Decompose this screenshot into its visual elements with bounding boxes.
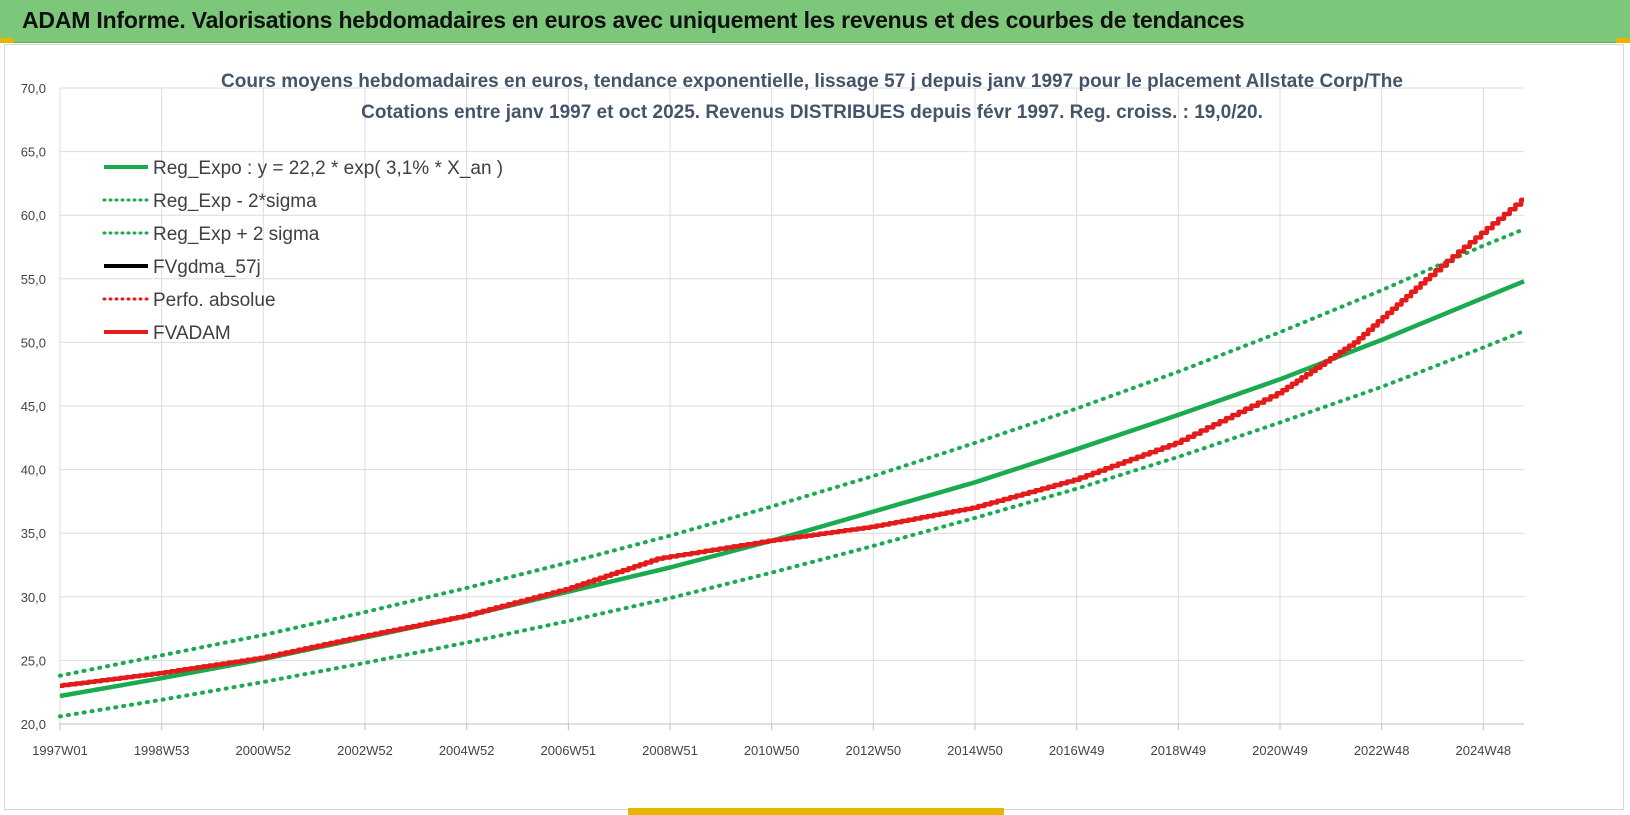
legend-entry-0: Reg_Expo : y = 22,2 * exp( 3,1% * X_an ) (153, 158, 503, 179)
y-tick-label: 50,0 (21, 335, 46, 350)
legend-entry-2: Reg_Exp + 2 sigma (153, 224, 320, 245)
legend-entry-4: Perfo. absolue (153, 290, 276, 311)
y-tick-label: 25,0 (21, 653, 46, 668)
y-tick-label: 30,0 (21, 590, 46, 605)
x-tick-label: 2022W48 (1354, 743, 1410, 758)
grid (59, 87, 1524, 730)
x-axis: 1997W01 1998W53 2000W52 2002W52 2004W52 2006W… (32, 743, 1511, 758)
bottom-tab-marker (628, 808, 1004, 815)
x-tick-label: 2008W51 (642, 743, 698, 758)
chart-subtitle: Cotations entre janv 1997 et oct 2025. R… (361, 102, 1263, 123)
series-line-2 (58, 227, 1526, 678)
report-banner: ADAM Informe. Valorisations hebdomadaire… (0, 0, 1630, 43)
series-line-3 (60, 198, 1524, 687)
corner-marker-left (0, 38, 14, 43)
x-tick-label: 1997W01 (32, 743, 88, 758)
x-tick-label: 2006W51 (541, 743, 597, 758)
y-axis: 20,0 25,0 30,0 35,0 40,0 45,0 50,0 55,0 60,0 65,0… (21, 81, 46, 732)
x-tick-label: 2012W50 (846, 743, 902, 758)
legend-entry-3: FVgdma_57j (153, 257, 261, 278)
x-tick-label: 2020W49 (1252, 743, 1308, 758)
chart-title: Cours moyens hebdomadaires en euros, ten… (221, 71, 1403, 92)
series-line-1 (58, 329, 1526, 719)
y-tick-label: 45,0 (21, 399, 46, 414)
x-tick-label: 2014W50 (947, 743, 1003, 758)
report-title: ADAM Informe. Valorisations hebdomadaire… (22, 7, 1245, 33)
y-tick-label: 65,0 (21, 145, 46, 160)
corner-marker-right (1616, 38, 1630, 43)
x-tick-label: 2018W49 (1151, 743, 1207, 758)
series-lines (58, 197, 1526, 719)
y-tick-label: 35,0 (21, 526, 46, 541)
legend-entry-1: Reg_Exp - 2*sigma (153, 191, 317, 212)
x-tick-label: 1998W53 (134, 743, 190, 758)
x-tick-label: 2002W52 (337, 743, 393, 758)
legend-entry-5: FVADAM (153, 323, 231, 344)
y-tick-label: 40,0 (21, 463, 46, 478)
x-tick-label: 2016W49 (1049, 743, 1105, 758)
x-tick-label: 2004W52 (439, 743, 495, 758)
x-tick-label: 2000W52 (236, 743, 292, 758)
y-tick-label: 70,0 (21, 81, 46, 96)
y-tick-label: 60,0 (21, 208, 46, 223)
series-line-5 (60, 197, 1524, 689)
x-tick-label: 2010W50 (744, 743, 800, 758)
y-tick-label: 55,0 (21, 272, 46, 287)
x-tick-label: 2024W48 (1456, 743, 1512, 758)
series-line-0 (59, 279, 1525, 699)
legend: Reg_Expo : y = 22,2 * exp( 3,1% * X_an )… (102, 158, 503, 344)
y-tick-label: 20,0 (21, 717, 46, 732)
